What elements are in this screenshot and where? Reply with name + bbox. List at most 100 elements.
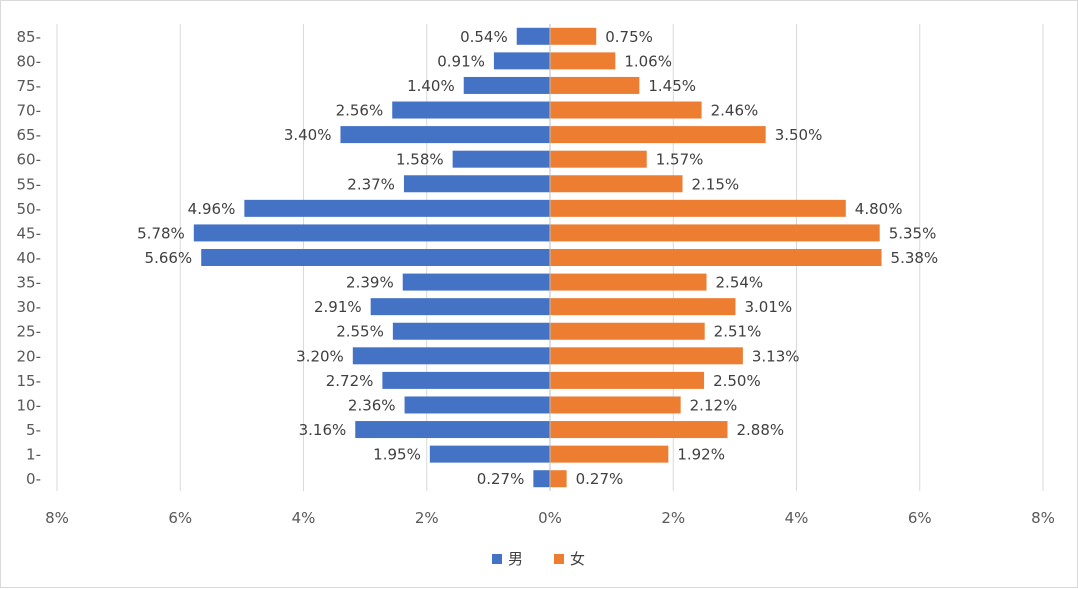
male-bar	[392, 322, 550, 340]
female-bar	[550, 470, 567, 488]
y-tick-label: 85-	[17, 28, 42, 46]
female-data-label: 1.45%	[648, 77, 696, 95]
female-bar	[550, 273, 707, 291]
male-bar	[463, 76, 550, 94]
male-data-label: 4.96%	[188, 200, 236, 218]
male-data-label: 2.55%	[336, 323, 384, 341]
female-data-label: 2.15%	[691, 175, 739, 193]
male-data-label: 5.66%	[145, 249, 193, 267]
female-bar	[550, 249, 882, 266]
x-tick-label: 6%	[908, 509, 932, 527]
male-data-label: 1.58%	[396, 151, 444, 169]
y-tick-label: 60-	[17, 151, 42, 169]
female-data-label: 3.50%	[775, 126, 823, 144]
female-data-label: 2.12%	[690, 396, 738, 414]
male-bar	[452, 150, 550, 168]
y-tick-label: 50-	[17, 200, 42, 218]
male-data-label: 0.91%	[437, 52, 485, 70]
y-tick-label: 55-	[17, 175, 42, 193]
male-data-label: 1.95%	[373, 446, 421, 464]
male-data-label: 2.91%	[314, 298, 362, 316]
female-bar	[550, 27, 597, 45]
x-tick-label: 0%	[538, 509, 562, 527]
female-data-label: 1.92%	[677, 446, 725, 464]
x-tick-label: 2%	[415, 509, 439, 527]
male-bar	[403, 175, 550, 193]
male-data-label: 1.40%	[407, 77, 455, 95]
axes: 8% 6% 4% 2% 0% 2% 4% 6% 8% 0- 1- 5- 10- 15- 20- 25- 30- 3…	[17, 24, 1055, 527]
male-data-label: 3.16%	[299, 421, 347, 439]
female-data-label: 2.51%	[714, 323, 762, 341]
y-tick-label: 80-	[17, 52, 42, 70]
legend-swatch	[554, 554, 564, 564]
male-bar	[370, 298, 550, 316]
female-data-label: 2.46%	[711, 102, 759, 120]
x-tick-label: 2%	[661, 509, 685, 527]
female-bar	[550, 52, 616, 70]
x-tick-label: 8%	[1031, 509, 1055, 527]
female-bar	[550, 445, 669, 463]
female-bar	[550, 126, 766, 144]
female-bar	[550, 175, 683, 193]
y-tick-label: 0-	[26, 470, 41, 488]
x-tick-label: 4%	[785, 509, 809, 527]
y-tick-label: 35-	[17, 274, 42, 292]
male-bar	[404, 396, 550, 414]
male-bar	[193, 224, 550, 242]
y-tick-label: 10-	[17, 396, 42, 414]
male-data-label: 0.27%	[477, 470, 525, 488]
y-tick-label: 25-	[17, 323, 42, 341]
male-bar	[382, 371, 550, 389]
bars	[193, 27, 882, 488]
male-data-label: 2.56%	[336, 102, 384, 120]
legend-swatch	[492, 554, 502, 564]
y-tick-label: 15-	[17, 372, 42, 390]
female-data-label: 5.35%	[889, 224, 937, 242]
y-tick-label: 45-	[17, 224, 42, 242]
male-bar	[340, 126, 550, 144]
female-data-label: 3.01%	[744, 298, 792, 316]
male-bar	[201, 249, 550, 266]
female-bar	[550, 421, 728, 439]
x-tick-label: 6%	[168, 509, 192, 527]
y-tick-label: 1-	[26, 446, 41, 464]
male-data-label: 2.37%	[347, 175, 395, 193]
female-data-label: 1.06%	[624, 52, 672, 70]
male-bar	[516, 27, 550, 45]
y-tick-label: 40-	[17, 249, 42, 267]
female-data-label: 2.88%	[736, 421, 784, 439]
legend-label: 男	[508, 550, 523, 568]
male-data-label: 2.36%	[348, 396, 396, 414]
female-data-label: 0.75%	[605, 28, 653, 46]
y-tick-label: 65-	[17, 126, 42, 144]
male-bar	[392, 101, 550, 119]
data-labels: 0.27% 1.95% 3.16%2.36% 2.72% 3.20% 2.55% 2.91%…	[137, 28, 938, 488]
female-data-label: 4.80%	[855, 200, 903, 218]
male-bar	[355, 421, 550, 439]
y-tick-label: 5-	[26, 421, 41, 439]
male-bar	[429, 445, 550, 463]
female-bar	[550, 101, 702, 119]
y-tick-label: 70-	[17, 102, 42, 120]
female-bar	[550, 224, 880, 242]
male-data-label: 3.20%	[296, 347, 344, 365]
female-bar	[550, 396, 681, 414]
male-bar	[493, 52, 550, 70]
y-tick-label: 30-	[17, 298, 42, 316]
y-tick-label: 20-	[17, 347, 42, 365]
x-tick-label: 4%	[292, 509, 316, 527]
female-bar	[550, 76, 640, 94]
male-data-label: 2.72%	[326, 372, 374, 390]
female-data-label: 0.27%	[576, 470, 624, 488]
legend: 男女	[492, 550, 585, 568]
male-data-label: 5.78%	[137, 224, 185, 242]
female-bar	[550, 199, 846, 217]
female-data-label: 1.57%	[656, 151, 704, 169]
female-bar	[550, 322, 705, 340]
female-bar	[550, 347, 743, 365]
female-bar	[550, 150, 647, 168]
male-data-label: 3.40%	[284, 126, 332, 144]
female-data-label: 2.54%	[716, 274, 764, 292]
